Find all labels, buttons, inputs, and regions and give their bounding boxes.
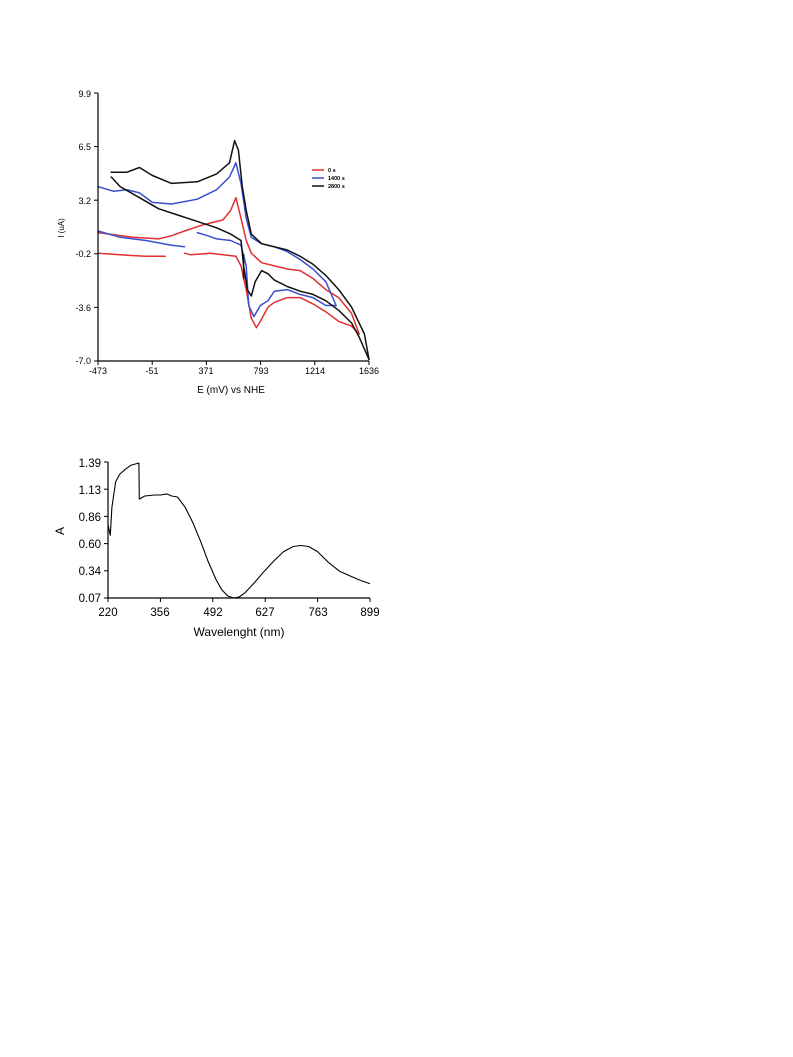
uv-ticks [104,461,371,602]
uv-chart: 1.39 1.13 0.86 0.60 0.34 0.07 220 356 49… [53,458,380,639]
cv-y-tick-label: -3.6 [75,303,91,313]
cv-x-tick-label: 1214 [305,366,325,376]
cv-series-line-2800s-segment-0 [110,139,370,361]
uv-y-tick-label: 0.86 [79,512,101,524]
cv-series-line-0s-segment-0 [97,196,360,335]
uv-x-tick-labels: 220 356 492 627 763 899 [98,607,379,619]
cv-x-tick-labels: -473 -51 371 793 1214 1636 [89,366,379,376]
cv-y-tick-label: -0.2 [75,249,91,259]
uv-y-tick-label: 0.60 [79,539,101,551]
cv-series-line-1400s-segment-1 [196,231,337,318]
cv-x-axis-title: E (mV) vs NHE [197,385,265,396]
cv-legend-label-0s: 0 s [328,168,336,174]
uv-y-tick-label: 1.13 [79,485,101,497]
cv-x-tick-label: 1636 [359,366,379,376]
cv-legend-label-2800s: 2800 s [328,184,345,190]
cv-legend: 0 s 1400 s 2800 s [312,168,345,190]
uv-absorbance-line [107,462,371,599]
cv-x-tick-label: -473 [89,366,107,376]
cv-series-line-0s-segment-2 [97,252,166,258]
uv-y-tick-label: 0.34 [79,566,102,578]
uv-x-tick-label: 763 [308,607,327,619]
cv-y-tick-labels: 9.9 6.5 3.2 -0.2 -3.6 -7.0 [75,89,91,366]
cv-series-group [97,139,370,361]
cv-ticks [94,92,370,365]
uv-x-tick-label: 220 [98,607,117,619]
uv-x-tick-label: 356 [150,607,169,619]
cv-y-axis-title: I (uA) [57,218,66,238]
cv-series-line-2800s-segment-1 [110,176,370,361]
cv-x-tick-label: -51 [145,366,158,376]
cv-y-tick-label: 6.5 [78,142,91,152]
cv-series-line-1400s-segment-2 [97,230,186,248]
uv-y-tick-label: 1.39 [79,458,101,470]
cv-x-tick-label: 371 [198,366,213,376]
uv-y-tick-label: 0.07 [79,593,101,605]
uv-x-tick-label: 899 [360,607,379,619]
cv-legend-label-1400s: 1400 s [328,176,345,182]
uv-y-axis-title: A [53,527,67,535]
cv-y-tick-label: -7.0 [75,356,91,366]
cv-y-tick-label: 3.2 [78,196,91,206]
uv-series-group [107,462,371,599]
uv-x-axis-title: Wavelenght (nm) [194,625,285,639]
cv-series-line-0s-segment-1 [183,252,360,335]
uv-x-tick-label: 492 [203,607,222,619]
cv-series-line-1400s-segment-0 [97,162,337,307]
cv-x-tick-label: 793 [253,366,268,376]
cv-chart: 9.9 6.5 3.2 -0.2 -3.6 -7.0 -473 -51 371 … [57,89,379,396]
uv-y-tick-labels: 1.39 1.13 0.86 0.60 0.34 0.07 [79,458,102,605]
uv-x-tick-label: 627 [255,607,274,619]
cv-y-tick-label: 9.9 [78,89,91,99]
